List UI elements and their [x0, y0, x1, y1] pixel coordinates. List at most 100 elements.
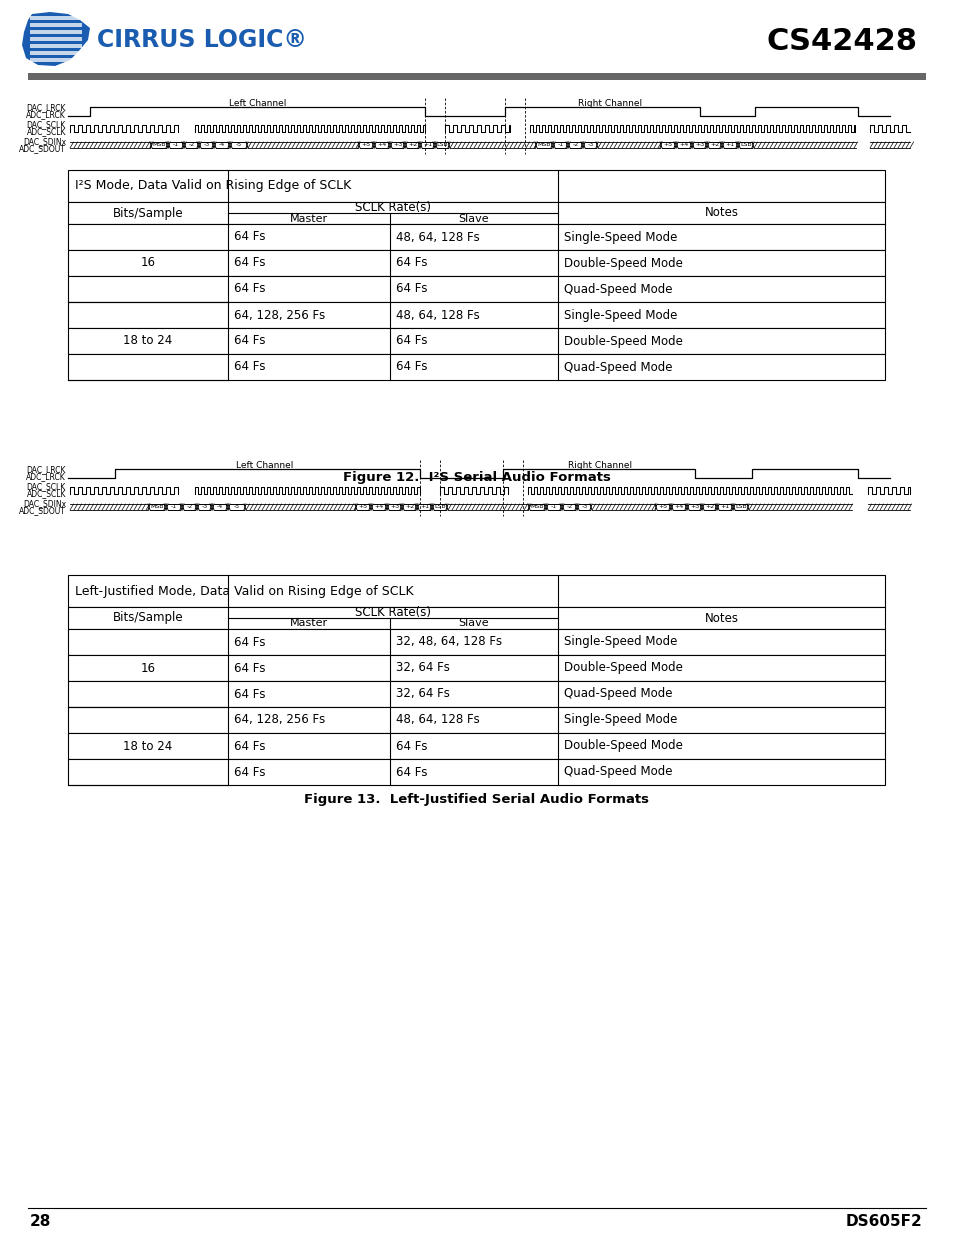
Bar: [68, 655, 884, 680]
Polygon shape: [22, 12, 90, 65]
Polygon shape: [30, 44, 82, 48]
Text: Slave: Slave: [458, 214, 489, 224]
Bar: [68, 329, 884, 354]
Text: MSB: MSB: [152, 142, 166, 147]
Text: 64, 128, 256 Fs: 64, 128, 256 Fs: [233, 309, 325, 321]
Bar: [28, 73, 925, 80]
Text: +2: +2: [408, 142, 416, 147]
Text: ADC_SCLK: ADC_SCLK: [27, 127, 66, 136]
Text: -3: -3: [580, 505, 587, 510]
Bar: [68, 606, 884, 629]
Text: 48, 64, 128 Fs: 48, 64, 128 Fs: [395, 714, 479, 726]
Text: 64 Fs: 64 Fs: [395, 335, 427, 347]
Text: 64 Fs: 64 Fs: [395, 257, 427, 269]
Text: Double-Speed Mode: Double-Speed Mode: [563, 662, 682, 674]
Text: +1: +1: [724, 142, 734, 147]
Text: Single-Speed Mode: Single-Speed Mode: [563, 636, 677, 648]
Bar: [68, 629, 884, 655]
Text: ADC_SDOUT: ADC_SDOUT: [19, 144, 66, 153]
Text: 64 Fs: 64 Fs: [233, 636, 265, 648]
Text: Left Channel: Left Channel: [236, 462, 294, 471]
Text: SCLK Rate(s): SCLK Rate(s): [355, 201, 431, 214]
Text: Quad-Speed Mode: Quad-Speed Mode: [563, 361, 672, 373]
Text: 64 Fs: 64 Fs: [233, 335, 265, 347]
Bar: [68, 354, 884, 380]
Text: DAC_SDINx: DAC_SDINx: [23, 137, 66, 146]
Bar: [68, 170, 884, 203]
Text: +3: +3: [390, 505, 398, 510]
Text: -2: -2: [572, 142, 578, 147]
Text: ADC_LRCK: ADC_LRCK: [27, 110, 66, 119]
Bar: [68, 760, 884, 785]
Text: Notes: Notes: [703, 206, 738, 220]
Text: Quad-Speed Mode: Quad-Speed Mode: [563, 688, 672, 700]
Polygon shape: [30, 23, 82, 27]
Text: 16: 16: [140, 662, 155, 674]
Polygon shape: [30, 30, 82, 35]
Text: 64 Fs: 64 Fs: [233, 231, 265, 243]
Text: 64 Fs: 64 Fs: [233, 766, 265, 778]
Text: +5: +5: [658, 505, 667, 510]
Text: +4: +4: [374, 505, 383, 510]
Text: 18 to 24: 18 to 24: [123, 740, 172, 752]
Text: 64 Fs: 64 Fs: [233, 662, 265, 674]
Text: LSB: LSB: [434, 505, 445, 510]
Text: Slave: Slave: [458, 619, 489, 629]
Text: DAC_SCLK: DAC_SCLK: [27, 482, 66, 492]
Text: -3: -3: [587, 142, 593, 147]
Text: MSB: MSB: [530, 505, 543, 510]
Text: -2: -2: [566, 505, 572, 510]
Text: -2: -2: [186, 505, 193, 510]
Bar: [68, 203, 884, 224]
Text: -1: -1: [557, 142, 563, 147]
Text: 64 Fs: 64 Fs: [395, 361, 427, 373]
Bar: [68, 275, 884, 303]
Text: -4: -4: [218, 142, 225, 147]
Text: -3: -3: [203, 142, 210, 147]
Text: +2: +2: [404, 505, 414, 510]
Text: 32, 48, 64, 128 Fs: 32, 48, 64, 128 Fs: [395, 636, 501, 648]
Polygon shape: [30, 37, 82, 41]
Text: 48, 64, 128 Fs: 48, 64, 128 Fs: [395, 231, 479, 243]
Text: ADC_LRCK: ADC_LRCK: [27, 472, 66, 480]
Text: Master: Master: [290, 619, 328, 629]
Text: DAC_LRCK: DAC_LRCK: [27, 103, 66, 112]
Polygon shape: [30, 16, 82, 20]
Text: 32, 64 Fs: 32, 64 Fs: [395, 662, 450, 674]
Text: -1: -1: [171, 505, 177, 510]
Text: Single-Speed Mode: Single-Speed Mode: [563, 309, 677, 321]
Text: LSB: LSB: [436, 142, 448, 147]
Text: 16: 16: [140, 257, 155, 269]
Text: Single-Speed Mode: Single-Speed Mode: [563, 714, 677, 726]
Text: LSB: LSB: [735, 505, 746, 510]
Text: Double-Speed Mode: Double-Speed Mode: [563, 257, 682, 269]
Text: -1: -1: [172, 142, 179, 147]
Text: DAC_SCLK: DAC_SCLK: [27, 120, 66, 128]
Text: ADC_SCLK: ADC_SCLK: [27, 489, 66, 498]
Text: Left-Justified Mode, Data Valid on Rising Edge of SCLK: Left-Justified Mode, Data Valid on Risin…: [75, 584, 414, 598]
Text: 64 Fs: 64 Fs: [233, 740, 265, 752]
Text: -4: -4: [216, 505, 223, 510]
Text: Right Channel: Right Channel: [578, 100, 641, 109]
Text: Double-Speed Mode: Double-Speed Mode: [563, 335, 682, 347]
Text: 64 Fs: 64 Fs: [233, 361, 265, 373]
Text: SCLK Rate(s): SCLK Rate(s): [355, 606, 431, 619]
Text: ADC_SDOUT: ADC_SDOUT: [19, 506, 66, 515]
Text: I²S Mode, Data Valid on Rising Edge of SCLK: I²S Mode, Data Valid on Rising Edge of S…: [75, 179, 351, 193]
Text: +3: +3: [694, 142, 703, 147]
Text: -2: -2: [188, 142, 194, 147]
Text: +5: +5: [358, 505, 367, 510]
Text: +4: +4: [377, 142, 386, 147]
Text: +5: +5: [361, 142, 370, 147]
Text: 48, 64, 128 Fs: 48, 64, 128 Fs: [395, 309, 479, 321]
Text: Bits/Sample: Bits/Sample: [112, 206, 183, 220]
Text: Master: Master: [290, 214, 328, 224]
Bar: [68, 249, 884, 275]
Text: DAC_SDINx: DAC_SDINx: [23, 499, 66, 508]
Text: +4: +4: [679, 142, 688, 147]
Text: 64 Fs: 64 Fs: [233, 283, 265, 295]
Text: Figure 13.  Left-Justified Serial Audio Formats: Figure 13. Left-Justified Serial Audio F…: [304, 794, 649, 806]
Text: 64 Fs: 64 Fs: [233, 257, 265, 269]
Text: -1: -1: [551, 505, 557, 510]
Text: MSB: MSB: [150, 505, 164, 510]
